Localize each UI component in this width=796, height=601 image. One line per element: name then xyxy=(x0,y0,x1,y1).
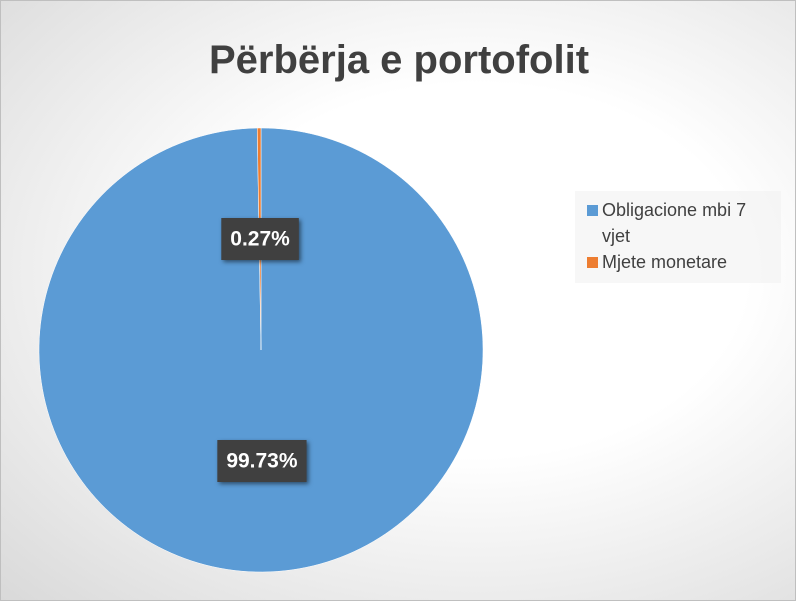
data-labels: 99.73% 0.27% xyxy=(217,218,307,482)
data-label-text: 99.73% xyxy=(226,450,298,473)
data-label: 0.27% xyxy=(221,218,299,261)
data-label-box xyxy=(217,439,307,482)
legend-swatch xyxy=(587,205,598,216)
legend-label: Mjete monetare xyxy=(602,252,728,272)
legend-swatch xyxy=(587,257,598,268)
legend-label: Obligacione mbi 7 vjet xyxy=(602,200,747,246)
pie xyxy=(38,127,484,573)
data-label: 99.73% xyxy=(217,439,307,482)
legend-item: Obligacione mbi 7 vjet xyxy=(587,197,775,249)
data-label-text: 0.27% xyxy=(230,228,290,251)
legend: Obligacione mbi 7 vjet Mjete monetare xyxy=(575,191,781,283)
legend-item: Mjete monetare xyxy=(587,249,775,275)
data-label-box xyxy=(221,218,299,261)
chart-title: Përbërja e portofolit xyxy=(209,38,589,82)
